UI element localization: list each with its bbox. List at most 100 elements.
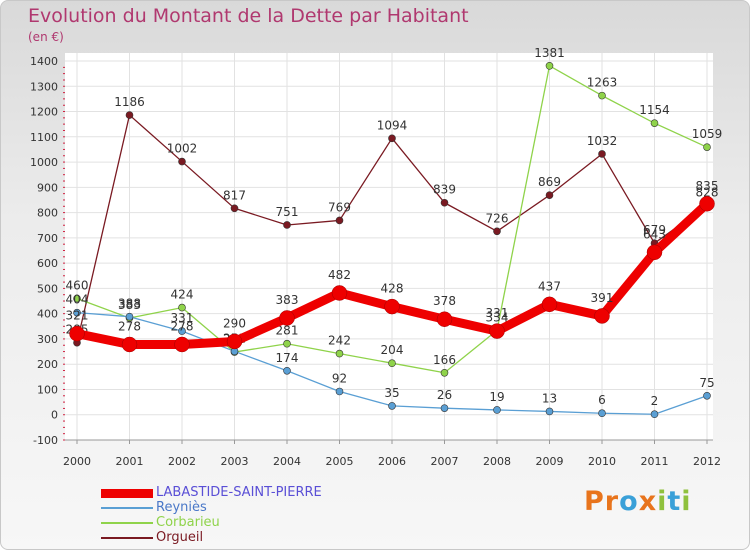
proxiti-logo: Proxiti [584, 486, 692, 517]
data-label: 1154 [639, 103, 670, 117]
data-label: 869 [538, 175, 561, 189]
data-label: 75 [699, 376, 714, 390]
data-label: 769 [328, 200, 351, 214]
data-label: 281 [276, 324, 299, 338]
legend-swatch [101, 507, 153, 509]
data-point [335, 216, 344, 225]
data-point [283, 339, 291, 348]
data-label: 6 [598, 393, 606, 407]
data-label: 321 [66, 309, 89, 323]
data-label: 1002 [167, 142, 198, 156]
data-point [69, 325, 85, 342]
data-point [493, 227, 501, 236]
data-label: 751 [276, 205, 299, 219]
legend-label: LABASTIDE-SAINT-PIERRE [156, 485, 322, 500]
data-point [545, 191, 554, 199]
data-point [174, 336, 190, 353]
legend-label: Corbarieu [156, 515, 220, 530]
data-label: 1263 [587, 76, 618, 90]
data-label: 1186 [114, 95, 145, 109]
data-label: 2 [651, 394, 659, 408]
data-label: 1032 [587, 134, 618, 148]
x-tick-label: 2005 [326, 455, 354, 468]
data-point [598, 91, 606, 100]
data-label: 378 [433, 294, 456, 308]
data-point [388, 359, 396, 367]
data-point [703, 391, 711, 400]
data-label: 383 [276, 293, 299, 307]
data-point [73, 308, 81, 317]
data-point [226, 333, 243, 350]
y-tick-label: 300 [37, 333, 58, 346]
data-label: 26 [437, 388, 452, 402]
data-point [125, 111, 134, 119]
data-label: 13 [542, 391, 557, 405]
data-point [178, 327, 186, 335]
logo-letter: i [657, 486, 668, 517]
y-tick-label: 200 [37, 358, 58, 371]
data-point [279, 310, 295, 326]
data-point [646, 244, 663, 261]
legend-item: LABASTIDE-SAINT-PIERRE [101, 485, 401, 500]
y-tick-label: 900 [37, 181, 58, 194]
data-point [598, 409, 606, 418]
data-label: 404 [66, 293, 89, 307]
data-point [650, 119, 659, 127]
data-label: 482 [328, 268, 351, 282]
y-tick-label: 1100 [30, 131, 58, 144]
logo-letter: r [604, 486, 620, 517]
legend-item: Reyniès [101, 500, 401, 515]
data-point [545, 407, 554, 416]
y-tick-label: 0 [51, 409, 58, 422]
data-label: 1094 [377, 118, 408, 132]
data-point [335, 387, 344, 396]
data-label: 334 [486, 310, 509, 324]
chart-subtitle: (en €) [28, 30, 64, 44]
data-point [545, 62, 554, 70]
data-label: 204 [381, 343, 404, 357]
data-label: 726 [486, 211, 509, 225]
data-label: 1059 [692, 127, 723, 141]
data-label: 331 [171, 311, 194, 325]
y-tick-label: 1300 [30, 80, 58, 93]
x-tick-label: 2002 [168, 455, 196, 468]
data-label: 460 [66, 279, 89, 293]
data-label: 839 [433, 183, 456, 197]
data-label: 19 [489, 390, 504, 404]
y-tick-label: 600 [37, 257, 58, 270]
x-tick-label: 2006 [378, 455, 406, 468]
logo-letter: t [667, 486, 682, 517]
y-tick-label: 800 [37, 207, 58, 220]
data-label: 679 [643, 223, 666, 237]
x-tick-label: 2011 [641, 455, 669, 468]
data-label: 35 [384, 386, 399, 400]
data-label: 835 [696, 179, 719, 193]
data-label: 428 [381, 282, 404, 296]
y-tick-label: 1200 [30, 106, 58, 119]
data-label: 643 [643, 227, 666, 241]
data-point [699, 196, 715, 212]
x-tick-label: 2009 [536, 455, 564, 468]
legend-swatch [101, 522, 153, 524]
data-point [125, 312, 134, 321]
data-label: 331 [486, 306, 509, 320]
data-point [178, 303, 186, 312]
data-point [384, 298, 400, 315]
data-point [388, 402, 396, 410]
data-label: 817 [223, 188, 246, 202]
data-point [335, 349, 344, 358]
data-point [331, 285, 348, 301]
data-point [230, 204, 239, 213]
logo-letter: x [638, 486, 658, 517]
plot-area [65, 53, 713, 440]
y-tick-label: 700 [37, 232, 58, 245]
y-tick-label: 100 [37, 383, 58, 396]
y-tick-label: 400 [37, 308, 58, 321]
legend-item: Corbarieu [101, 515, 401, 530]
data-label: 290 [223, 316, 246, 330]
data-label: 383 [118, 298, 141, 312]
data-point [489, 323, 505, 339]
data-point [121, 336, 138, 353]
